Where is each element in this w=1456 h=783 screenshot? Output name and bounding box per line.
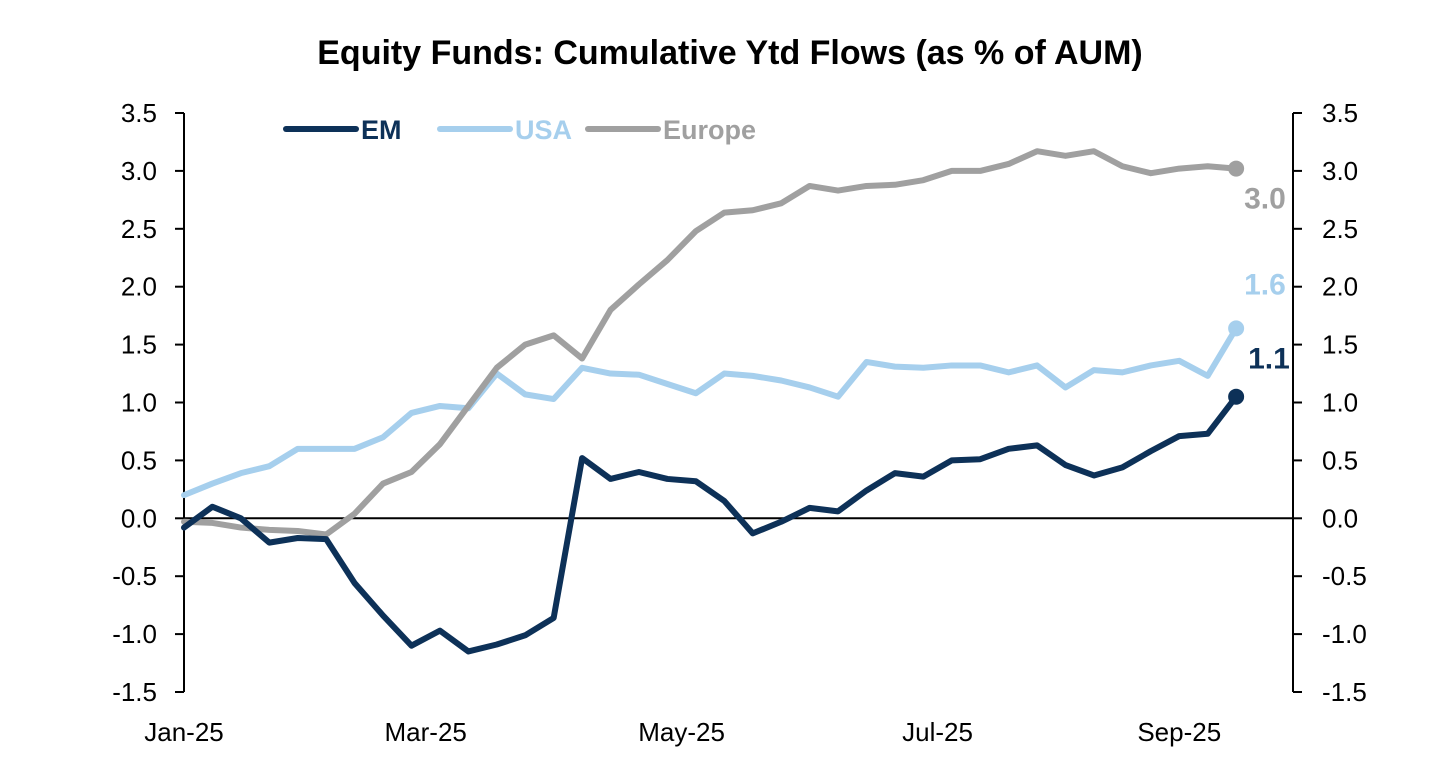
y-tick-label-left: -1.5 <box>112 677 157 707</box>
legend-label-usa: USA <box>515 115 572 145</box>
y-tick-label-left: 3.5 <box>121 98 157 128</box>
series-lines <box>181 148 1245 655</box>
x-tick-label: Jul-25 <box>902 717 973 747</box>
y-tick-label-right: 1.0 <box>1322 388 1358 418</box>
y-tick-label-left: 3.0 <box>121 156 157 186</box>
y-tick-label-right: 3.5 <box>1322 98 1358 128</box>
y-tick-label-right: -0.5 <box>1322 561 1367 591</box>
legend-label-europe: Europe <box>663 115 756 145</box>
series-endpoint-em <box>1228 388 1245 405</box>
end-label-usa: 1.6 <box>1244 268 1286 301</box>
legend: EM USA Europe <box>283 115 756 145</box>
end-label-em: 1.1 <box>1248 343 1290 376</box>
end-label-europe: 3.0 <box>1244 183 1286 216</box>
y-tick-label-left: 2.0 <box>121 272 157 302</box>
y-tick-label-left: -1.0 <box>112 619 157 649</box>
y-tick-label-left: 0.5 <box>121 445 157 475</box>
series-line-europe <box>181 148 1240 538</box>
y-tick-label-right: 0.0 <box>1322 503 1358 533</box>
y-tick-label-left: 1.5 <box>121 330 157 360</box>
y-tick-label-left: 0.0 <box>121 503 157 533</box>
end-labels: 1.1 1.6 3.0 <box>1244 183 1290 376</box>
y-tick-label-right: 0.5 <box>1322 445 1358 475</box>
series-endpoint-usa <box>1228 320 1245 337</box>
chart-title: Equity Funds: Cumulative Ytd Flows (as %… <box>317 34 1142 72</box>
series-line-em <box>181 393 1240 655</box>
x-tick-label: Sep-25 <box>1137 717 1221 747</box>
legend-label-em: EM <box>361 115 402 145</box>
y-tick-label-right: 2.0 <box>1322 272 1358 302</box>
y-tick-label-left: 1.0 <box>121 388 157 418</box>
y-tick-label-left: 2.5 <box>121 214 157 244</box>
y-tick-label-right: 2.5 <box>1322 214 1358 244</box>
series-line-usa <box>181 325 1240 499</box>
x-tick-label: Jan-25 <box>144 717 224 747</box>
x-tick-label: Mar-25 <box>385 717 467 747</box>
axes: -1.5 -1.5 -1.0 -1.0 -0.5 -0.5 0.0 0.0 0.5 0.5 1.0 1… <box>112 98 1367 747</box>
series-endpoint-europe <box>1228 160 1245 177</box>
y-tick-label-right: -1.0 <box>1322 619 1367 649</box>
y-tick-label-right: 1.5 <box>1322 330 1358 360</box>
y-tick-label-right: 3.0 <box>1322 156 1358 186</box>
y-tick-label-left: -0.5 <box>112 561 157 591</box>
y-tick-label-right: -1.5 <box>1322 677 1367 707</box>
x-tick-label: May-25 <box>638 717 725 747</box>
